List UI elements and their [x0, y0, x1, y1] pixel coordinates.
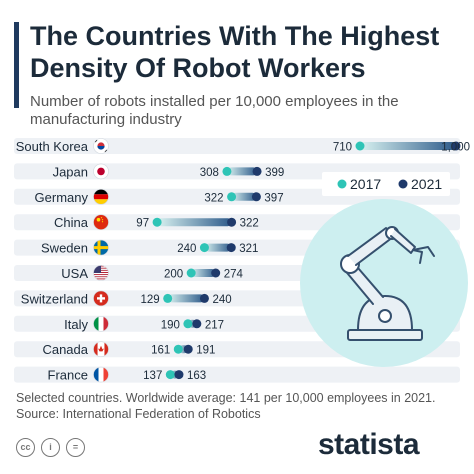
italy-flag-icon: [93, 316, 109, 332]
chart-row: France 137 163: [48, 366, 206, 383]
point-2017: [199, 243, 209, 253]
statista-logo[interactable]: statista: [318, 428, 420, 461]
point-2021: [251, 192, 261, 202]
value-label-2021: 217: [205, 319, 224, 331]
value-label-2017: 200: [164, 269, 183, 281]
no-derivatives-icon[interactable]: =: [66, 438, 85, 457]
robot-arm-icon: [300, 199, 468, 367]
connector-bar: [204, 243, 232, 252]
point-2017: [183, 319, 193, 329]
connector-bar: [360, 142, 456, 150]
point-2021: [174, 370, 184, 380]
chart-row: China 97 322: [54, 214, 259, 230]
point-2017: [355, 141, 365, 151]
canada-flag-icon: [93, 341, 109, 357]
connector-bar: [191, 269, 216, 277]
value-label-2021: 274: [224, 269, 244, 281]
chart-row: Germany 322 397: [35, 189, 284, 205]
category-label: South Korea: [16, 139, 89, 154]
point-2021: [227, 217, 237, 227]
point-2021: [183, 344, 193, 354]
point-2017: [186, 268, 196, 278]
point-2017: [222, 166, 232, 176]
attribution-icon[interactable]: i: [41, 438, 60, 457]
germany-flag-icon: [93, 189, 109, 205]
value-label-2021: 322: [240, 218, 259, 230]
point-2021: [192, 319, 202, 329]
point-2017: [227, 192, 237, 202]
value-label-2017: 710: [333, 142, 352, 154]
legend-label-2017: 2017: [350, 176, 381, 192]
legend-label-2021: 2021: [411, 176, 442, 192]
point-2021: [451, 141, 461, 151]
value-label-2017: 308: [200, 167, 219, 179]
category-label: China: [54, 215, 89, 230]
sweden-flag-icon: [93, 240, 109, 256]
point-2021: [252, 166, 262, 176]
category-label: Canada: [42, 342, 88, 357]
category-label: Italy: [64, 317, 88, 332]
category-label: Japan: [53, 164, 88, 179]
connector-bar: [226, 167, 258, 176]
south-korea-flag-icon: [93, 138, 109, 154]
value-label-2017: 129: [141, 294, 160, 306]
value-label-2021: 1,000: [441, 142, 470, 154]
point-2017: [163, 293, 173, 303]
legend-swatch-2017: [337, 179, 347, 189]
connector-bar: [167, 294, 205, 303]
category-label: Switzerland: [21, 291, 88, 306]
value-label-2017: 240: [177, 243, 196, 255]
footer-source-text: Source: International Federation of Robo…: [16, 407, 261, 421]
value-label-2021: 240: [212, 294, 231, 306]
chart-subtitle: Number of robots installed per 10,000 em…: [30, 93, 399, 128]
france-flag-icon: [93, 367, 109, 383]
japan-flag-icon: [93, 163, 109, 179]
switzerland-flag-icon: [93, 290, 109, 306]
point-2021: [226, 243, 236, 253]
point-2017: [165, 370, 175, 380]
category-label: Germany: [35, 190, 89, 205]
chart-row: Japan 308 399: [53, 163, 284, 179]
chart-title: The Countries With The Highest Density O…: [30, 21, 440, 83]
category-label: USA: [61, 266, 88, 281]
row-background: [14, 366, 460, 383]
value-label-2017: 322: [204, 192, 223, 204]
chart-row: Canada 161 191: [42, 341, 215, 357]
value-label-2021: 191: [196, 345, 215, 357]
legend-swatch-2021: [398, 179, 408, 189]
value-label-2017: 97: [136, 218, 149, 230]
value-label-2021: 321: [239, 243, 258, 255]
row-background: [14, 138, 460, 154]
chart-row: South Korea 710 1,000: [16, 138, 470, 154]
value-label-2021: 163: [187, 370, 206, 382]
chart-row: Italy 190 217: [64, 315, 224, 332]
point-2021: [199, 293, 209, 303]
footer-note: Selected countries. Worldwide average: 1…: [16, 390, 456, 422]
connector-bar: [231, 192, 257, 201]
chart-row: USA 200 274: [61, 265, 244, 281]
license-icons: cc i =: [16, 438, 85, 457]
creative-commons-icon[interactable]: cc: [16, 438, 35, 457]
category-label: France: [48, 368, 88, 383]
china-flag-icon: [93, 214, 109, 230]
value-label-2017: 161: [151, 345, 170, 357]
point-2021: [211, 268, 221, 278]
chart-row: Sweden 240 321: [41, 239, 258, 256]
usa-flag-icon: [93, 265, 109, 281]
point-2017: [173, 344, 183, 354]
value-label-2021: 399: [265, 167, 284, 179]
footer-note-text: Selected countries. Worldwide average: 1…: [16, 391, 436, 405]
point-2017: [152, 217, 162, 227]
chart-row: Switzerland 129 240: [21, 290, 232, 306]
title-accent-bar: [14, 22, 19, 108]
connector-bar: [157, 218, 232, 227]
legend: 2017 2021: [322, 172, 450, 196]
value-label-2017: 137: [143, 370, 162, 382]
value-label-2021: 397: [264, 192, 283, 204]
value-label-2017: 190: [161, 319, 180, 331]
category-label: Sweden: [41, 241, 88, 256]
